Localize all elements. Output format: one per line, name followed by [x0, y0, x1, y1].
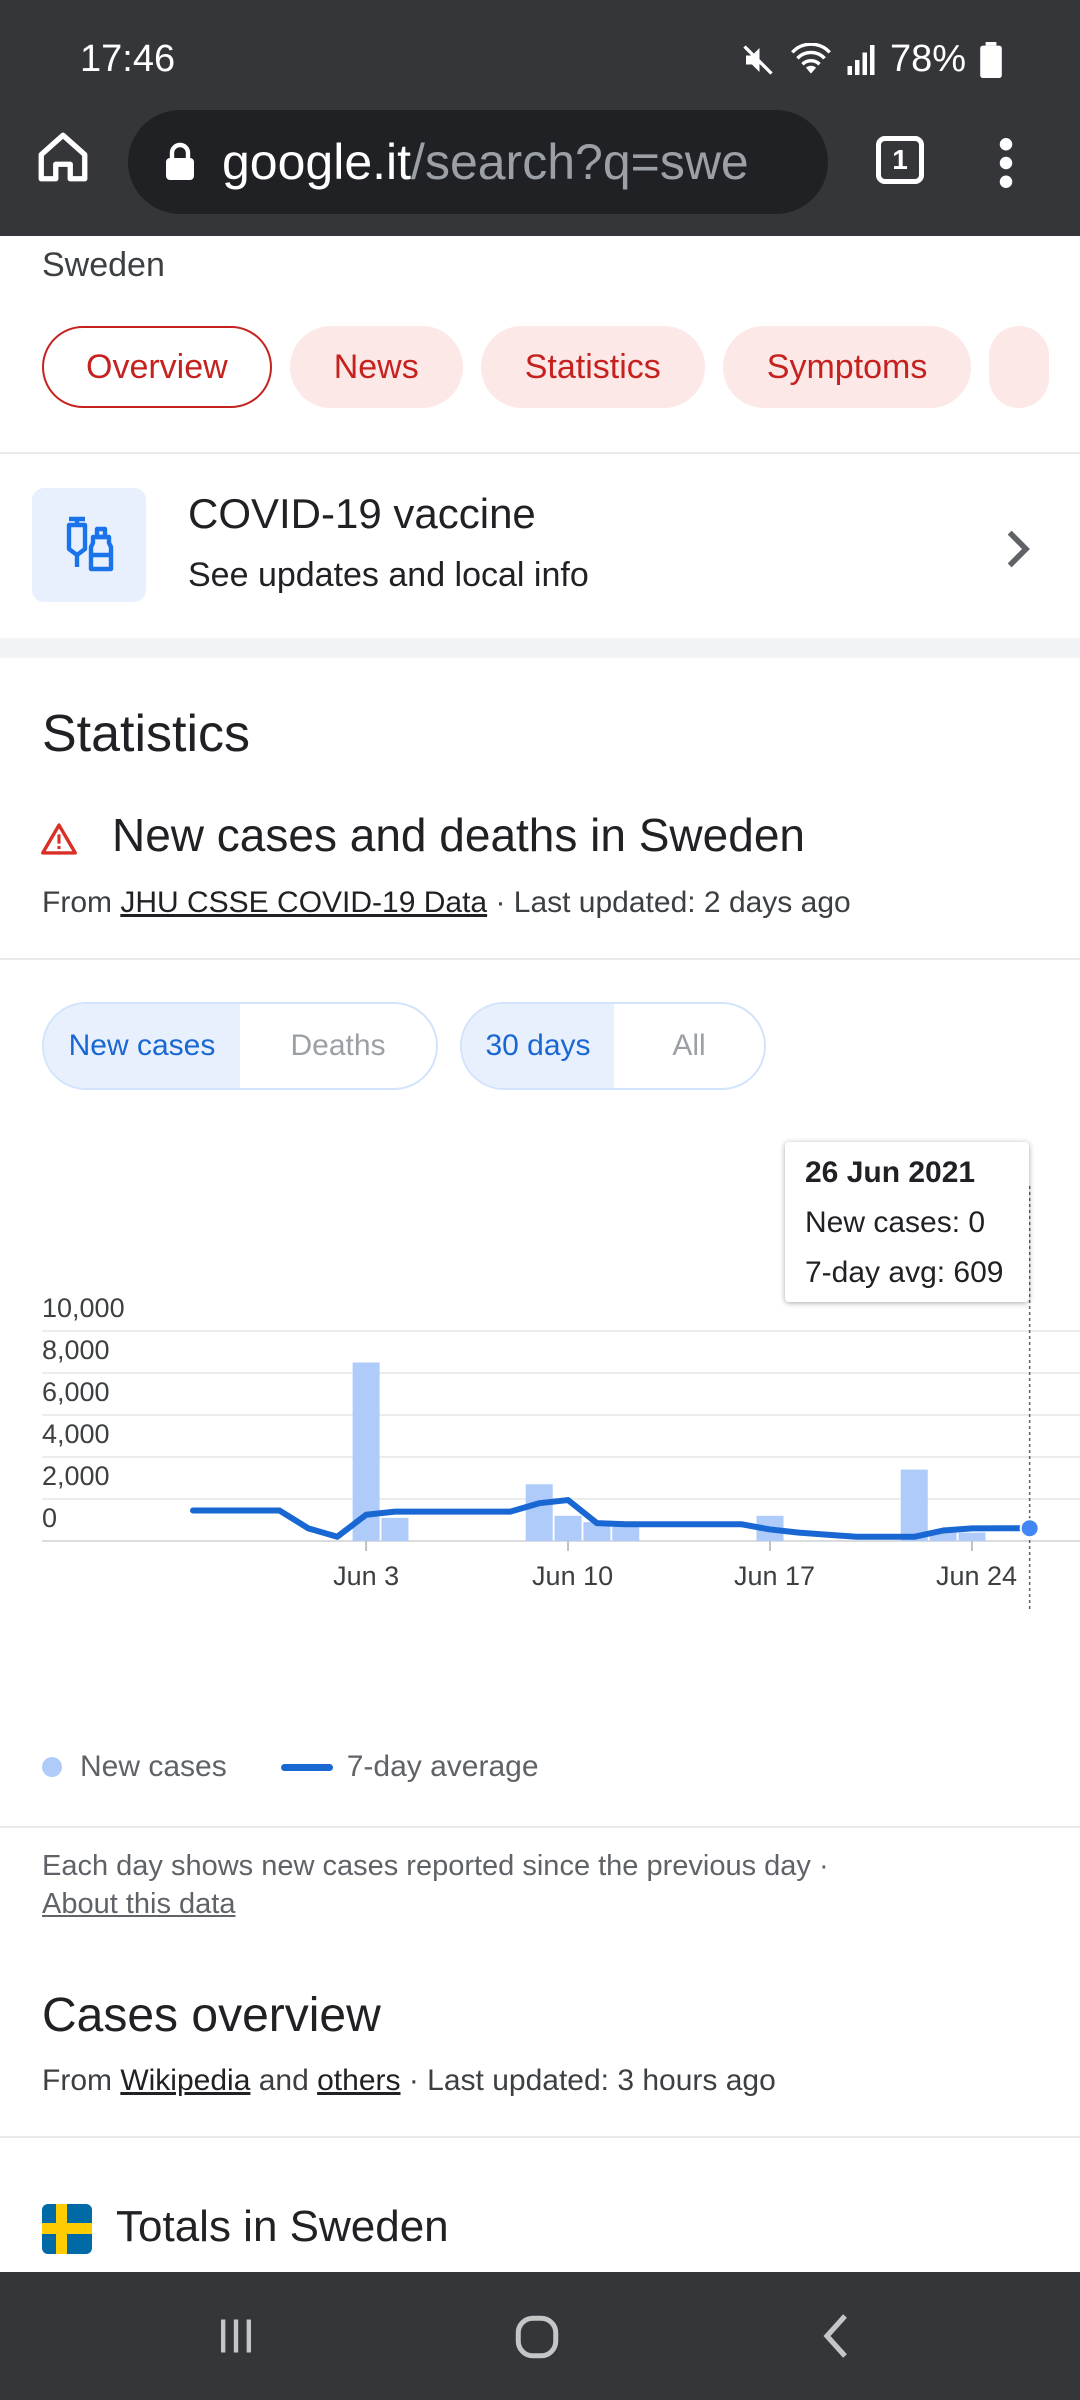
chevron-right-icon: [1007, 530, 1030, 568]
tooltip-date: 26 Jun 2021: [805, 1156, 976, 1189]
toggle-all[interactable]: All: [672, 1029, 706, 1062]
legend-bar-swatch: [42, 1757, 62, 1777]
chip-symptoms[interactable]: Symptoms: [722, 326, 972, 408]
chart-tooltip: 26 Jun 2021 New cases: 0 7-day avg: 609: [785, 1142, 1029, 1302]
tab-count: 1: [892, 144, 908, 175]
legend-new-cases: New cases: [80, 1750, 227, 1783]
legend-line-swatch: [280, 1763, 333, 1771]
lock-icon: [166, 142, 194, 180]
signal-icon: [847, 44, 875, 75]
divider: [0, 452, 1080, 454]
y-tick-label: 4,000: [42, 1419, 110, 1449]
cases-chart[interactable]: [0, 1126, 1080, 1686]
nav-home-icon[interactable]: [512, 2312, 562, 2362]
y-tick-label: 6,000: [42, 1377, 110, 1407]
more-menu-icon[interactable]: [994, 138, 1018, 188]
tooltip-new-cases: New cases: 0: [805, 1206, 986, 1239]
y-tick-label: 2,000: [42, 1461, 110, 1491]
avg-line: [190, 1497, 1033, 1540]
overview-source-line: From Wikipedia and others · Last updated…: [42, 2064, 776, 2098]
about-data-link[interactable]: About this data: [42, 1888, 236, 1920]
metric-toggle: New cases Deaths: [42, 1002, 438, 1090]
overview-src-prefix: From: [42, 2064, 121, 2097]
toggle-new-cases[interactable]: New cases: [44, 1004, 240, 1088]
warning-icon: [41, 823, 77, 855]
address-bar[interactable]: google.it/search?q=swe: [128, 110, 828, 214]
x-tick-label: Jun 24: [935, 1561, 1018, 1591]
totals-heading: Totals in Sweden: [116, 2202, 449, 2251]
bar: [900, 1469, 928, 1541]
hover-point: [1019, 1518, 1040, 1539]
divider: [0, 1826, 1080, 1828]
x-tick-label: Jun 17: [734, 1561, 816, 1591]
chip-statistics[interactable]: Statistics: [480, 326, 705, 408]
others-link[interactable]: others: [317, 2064, 401, 2097]
overview-src-and: and: [250, 2064, 318, 2097]
x-tick-label: Jun 3: [333, 1561, 400, 1591]
data-note: Each day shows new cases reported since …: [42, 1850, 829, 1882]
sweden-flag-icon: [42, 2204, 92, 2254]
vaccine-title: COVID-19 vaccine: [188, 490, 536, 537]
back-icon[interactable]: [822, 2312, 852, 2360]
chip-news[interactable]: News: [289, 326, 463, 408]
battery-percent: 78%: [889, 38, 966, 80]
source-line: From JHU CSSE COVID-19 Data · Last updat…: [42, 886, 851, 920]
bar: [929, 1530, 957, 1541]
bar: [612, 1524, 640, 1541]
divider: [0, 2136, 1080, 2138]
search-results: Sweden Overview News Statistics Symptoms…: [0, 236, 1080, 2272]
home-icon[interactable]: [34, 128, 92, 186]
url-text: google.it/search?q=swe: [222, 133, 749, 191]
cases-overview-heading: Cases overview: [42, 1989, 381, 2042]
wifi-icon: [790, 42, 831, 74]
bar: [583, 1522, 611, 1541]
y-tick-label: 10,000: [42, 1293, 125, 1323]
country-label: Sweden: [42, 246, 165, 284]
overview-src-suffix: · Last updated: 3 hours ago: [400, 2064, 776, 2097]
bar: [525, 1484, 553, 1541]
chart-legend: New cases 7-day average: [42, 1750, 539, 1784]
tab-switcher-button[interactable]: 1: [876, 136, 924, 184]
battery-icon: [980, 41, 1002, 78]
y-tick-label: 0: [42, 1503, 58, 1533]
source-link[interactable]: JHU CSSE COVID-19 Data: [120, 886, 488, 919]
chip-more[interactable]: [989, 326, 1050, 408]
bar: [958, 1532, 986, 1541]
topic-chips: Overview News Statistics Symptoms: [42, 326, 1050, 408]
source-prefix: From: [42, 886, 121, 919]
status-icons: 78%: [740, 38, 1002, 81]
recent-apps-icon[interactable]: [214, 2314, 258, 2358]
browser-chrome: 17:46 78% google.it/search?q=swe 1: [0, 0, 1080, 236]
divider: [0, 958, 1080, 960]
bar: [554, 1515, 582, 1541]
chart-title: New cases and deaths in Sweden: [112, 809, 805, 861]
section-separator: [0, 638, 1080, 658]
x-tick-label: Jun 10: [532, 1561, 614, 1591]
toggle-30-days[interactable]: 30 days: [462, 1004, 614, 1088]
tooltip-avg: 7-day avg: 609: [805, 1256, 1004, 1289]
chip-overview[interactable]: Overview: [42, 326, 272, 408]
range-toggle: 30 days All: [460, 1002, 766, 1090]
y-tick-label: 8,000: [42, 1335, 110, 1365]
vaccine-subtitle: See updates and local info: [188, 556, 589, 594]
statistics-heading: Statistics: [42, 705, 251, 763]
url-domain: google.it: [222, 134, 412, 190]
source-suffix: · Last updated: 2 days ago: [487, 886, 851, 919]
mute-icon: [743, 44, 773, 75]
bar: [381, 1517, 409, 1541]
system-nav-bar: [0, 2272, 1080, 2400]
wikipedia-link[interactable]: Wikipedia: [120, 2064, 251, 2097]
url-path: /search?q=swe: [411, 134, 749, 190]
vaccine-icon: [32, 488, 146, 602]
legend-7day: 7-day average: [346, 1750, 539, 1783]
toggle-deaths[interactable]: Deaths: [290, 1029, 386, 1062]
vaccine-card[interactable]: [0, 454, 1080, 638]
status-time: 17:46: [80, 38, 176, 80]
